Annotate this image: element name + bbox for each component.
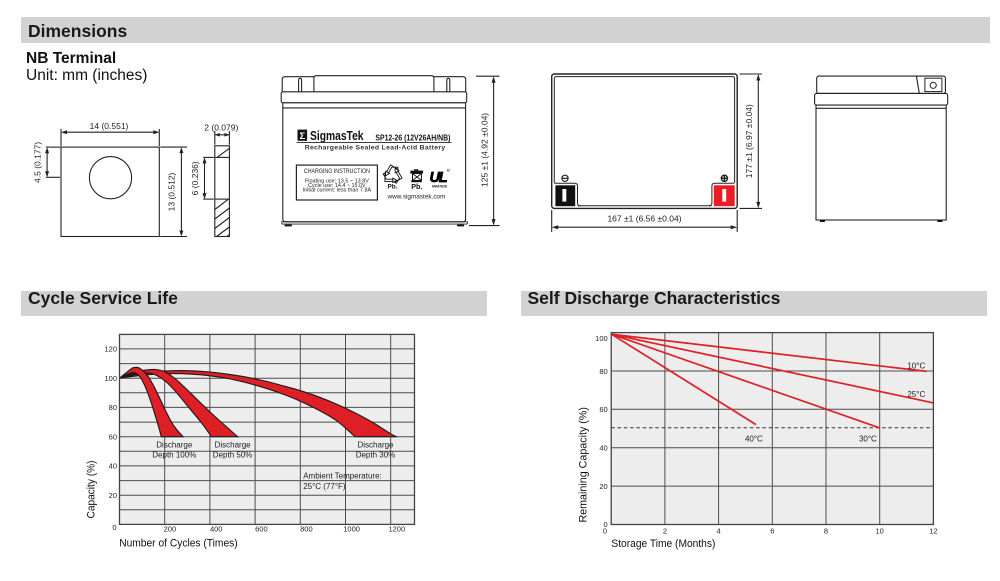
- svg-text:2: 2: [663, 526, 667, 535]
- svg-text:167 ±1 (6.56 ±0.04): 167 ±1 (6.56 ±0.04): [607, 213, 681, 223]
- svg-text:125 ±1 (4.92 ±0.04): 125 ±1 (4.92 ±0.04): [480, 113, 490, 187]
- svg-text:120: 120: [104, 345, 117, 354]
- svg-text:10: 10: [876, 526, 884, 535]
- svg-text:200: 200: [164, 525, 177, 534]
- svg-text:SigmasTek: SigmasTek: [310, 129, 364, 143]
- svg-text:2 (0.079): 2 (0.079): [204, 122, 238, 132]
- svg-text:6: 6: [770, 526, 774, 535]
- svg-text:400: 400: [210, 525, 223, 534]
- svg-text:Ambient Temperature:: Ambient Temperature:: [303, 472, 382, 481]
- svg-text:MH47828: MH47828: [432, 185, 447, 189]
- svg-text:60: 60: [109, 432, 117, 441]
- svg-text:6 (0.236): 6 (0.236): [190, 161, 200, 195]
- svg-text:4.5 (0.177): 4.5 (0.177): [33, 142, 43, 183]
- svg-text:0: 0: [604, 520, 608, 529]
- svg-text:30°C: 30°C: [859, 434, 877, 443]
- svg-text:Pb.: Pb.: [411, 182, 422, 191]
- svg-text:Floating use: 13.5 ~ 13.8V: Floating use: 13.5 ~ 13.8V: [305, 179, 369, 185]
- svg-text:UL: UL: [430, 170, 447, 186]
- svg-text:13 (0.512): 13 (0.512): [167, 172, 177, 211]
- svg-text:Discharge: Discharge: [215, 441, 252, 450]
- svg-text:40: 40: [109, 462, 117, 471]
- svg-text:20: 20: [599, 482, 607, 491]
- svg-text:Number of Cycles (Times): Number of Cycles (Times): [119, 538, 238, 550]
- svg-text:Discharge: Discharge: [357, 441, 394, 450]
- svg-text:www.sigmastek.com: www.sigmastek.com: [387, 194, 446, 201]
- svg-text:8: 8: [824, 526, 828, 535]
- svg-text:1000: 1000: [343, 525, 360, 534]
- svg-text:Depth 50%: Depth 50%: [213, 450, 253, 459]
- svg-text:80: 80: [599, 367, 607, 376]
- svg-text:Pb.: Pb.: [388, 184, 398, 191]
- svg-text:177 ±1 (6.97 ±0.04): 177 ±1 (6.97 ±0.04): [744, 104, 754, 178]
- svg-text:0: 0: [603, 526, 607, 535]
- svg-text:Initial current: less than 7.8: Initial current: less than 7.8A: [303, 188, 372, 194]
- svg-text:60: 60: [599, 405, 607, 414]
- svg-text:40°C: 40°C: [745, 434, 763, 443]
- svg-text:20: 20: [109, 491, 117, 500]
- svg-text:25°C (77°F): 25°C (77°F): [303, 482, 346, 491]
- svg-text:600: 600: [255, 525, 268, 534]
- svg-text:40: 40: [599, 444, 607, 453]
- svg-text:Storage Time (Months): Storage Time (Months): [611, 538, 715, 550]
- svg-text:Remaining Capacity (%): Remaining Capacity (%): [578, 407, 590, 523]
- svg-text:1200: 1200: [388, 525, 405, 534]
- svg-text:Capacity (%): Capacity (%): [86, 461, 98, 519]
- svg-text:10°C: 10°C: [907, 361, 925, 370]
- svg-text:100: 100: [104, 374, 117, 383]
- svg-text:14 (0.551): 14 (0.551): [90, 121, 129, 131]
- svg-text:SP12-26 (12V26AH/NB): SP12-26 (12V26AH/NB): [375, 133, 450, 143]
- svg-text:4: 4: [717, 526, 721, 535]
- svg-text:80: 80: [109, 403, 117, 412]
- svg-text:Σ: Σ: [299, 131, 305, 142]
- svg-text:100: 100: [595, 334, 608, 343]
- svg-text:Discharge: Discharge: [156, 441, 193, 450]
- svg-text:12: 12: [929, 526, 937, 535]
- svg-text:Cycle use: 14.4 ~ 15.0V: Cycle use: 14.4 ~ 15.0V: [308, 183, 366, 189]
- svg-text:Depth 100%: Depth 100%: [152, 450, 196, 459]
- svg-text:Rechargeable Sealed Lead-Acid: Rechargeable Sealed Lead-Acid Battery: [305, 144, 446, 151]
- svg-text:0: 0: [112, 523, 116, 532]
- svg-text:CHARGING INSTRUCTION: CHARGING INSTRUCTION: [304, 169, 370, 175]
- svg-text:25°C: 25°C: [907, 390, 925, 399]
- svg-text:800: 800: [300, 525, 313, 534]
- svg-text:Depth 30%: Depth 30%: [356, 450, 396, 459]
